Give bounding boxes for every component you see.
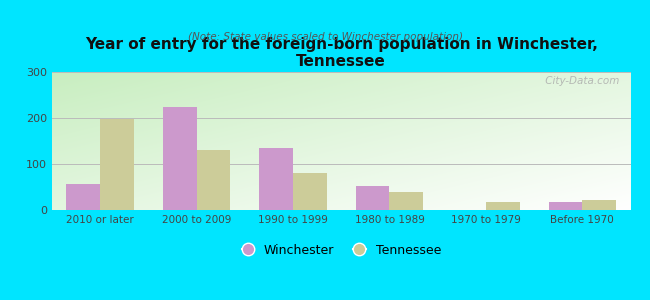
Legend: Winchester, Tennessee: Winchester, Tennessee [237, 239, 446, 262]
Bar [356, 186, 389, 210]
Text: City-Data.com: City-Data.com [541, 76, 619, 86]
Bar [259, 148, 293, 210]
Bar [389, 192, 423, 210]
Text: (Note: State values scaled to Winchester population): (Note: State values scaled to Winchester… [187, 32, 463, 41]
Bar [293, 173, 327, 210]
Bar [100, 119, 134, 210]
Title: Year of entry for the foreign-born population in Winchester,
Tennessee: Year of entry for the foreign-born popul… [84, 37, 598, 69]
Bar [66, 184, 100, 210]
Bar [163, 106, 196, 210]
Bar [582, 200, 616, 210]
Bar [196, 150, 230, 210]
Bar [486, 202, 519, 210]
Bar [549, 202, 582, 210]
